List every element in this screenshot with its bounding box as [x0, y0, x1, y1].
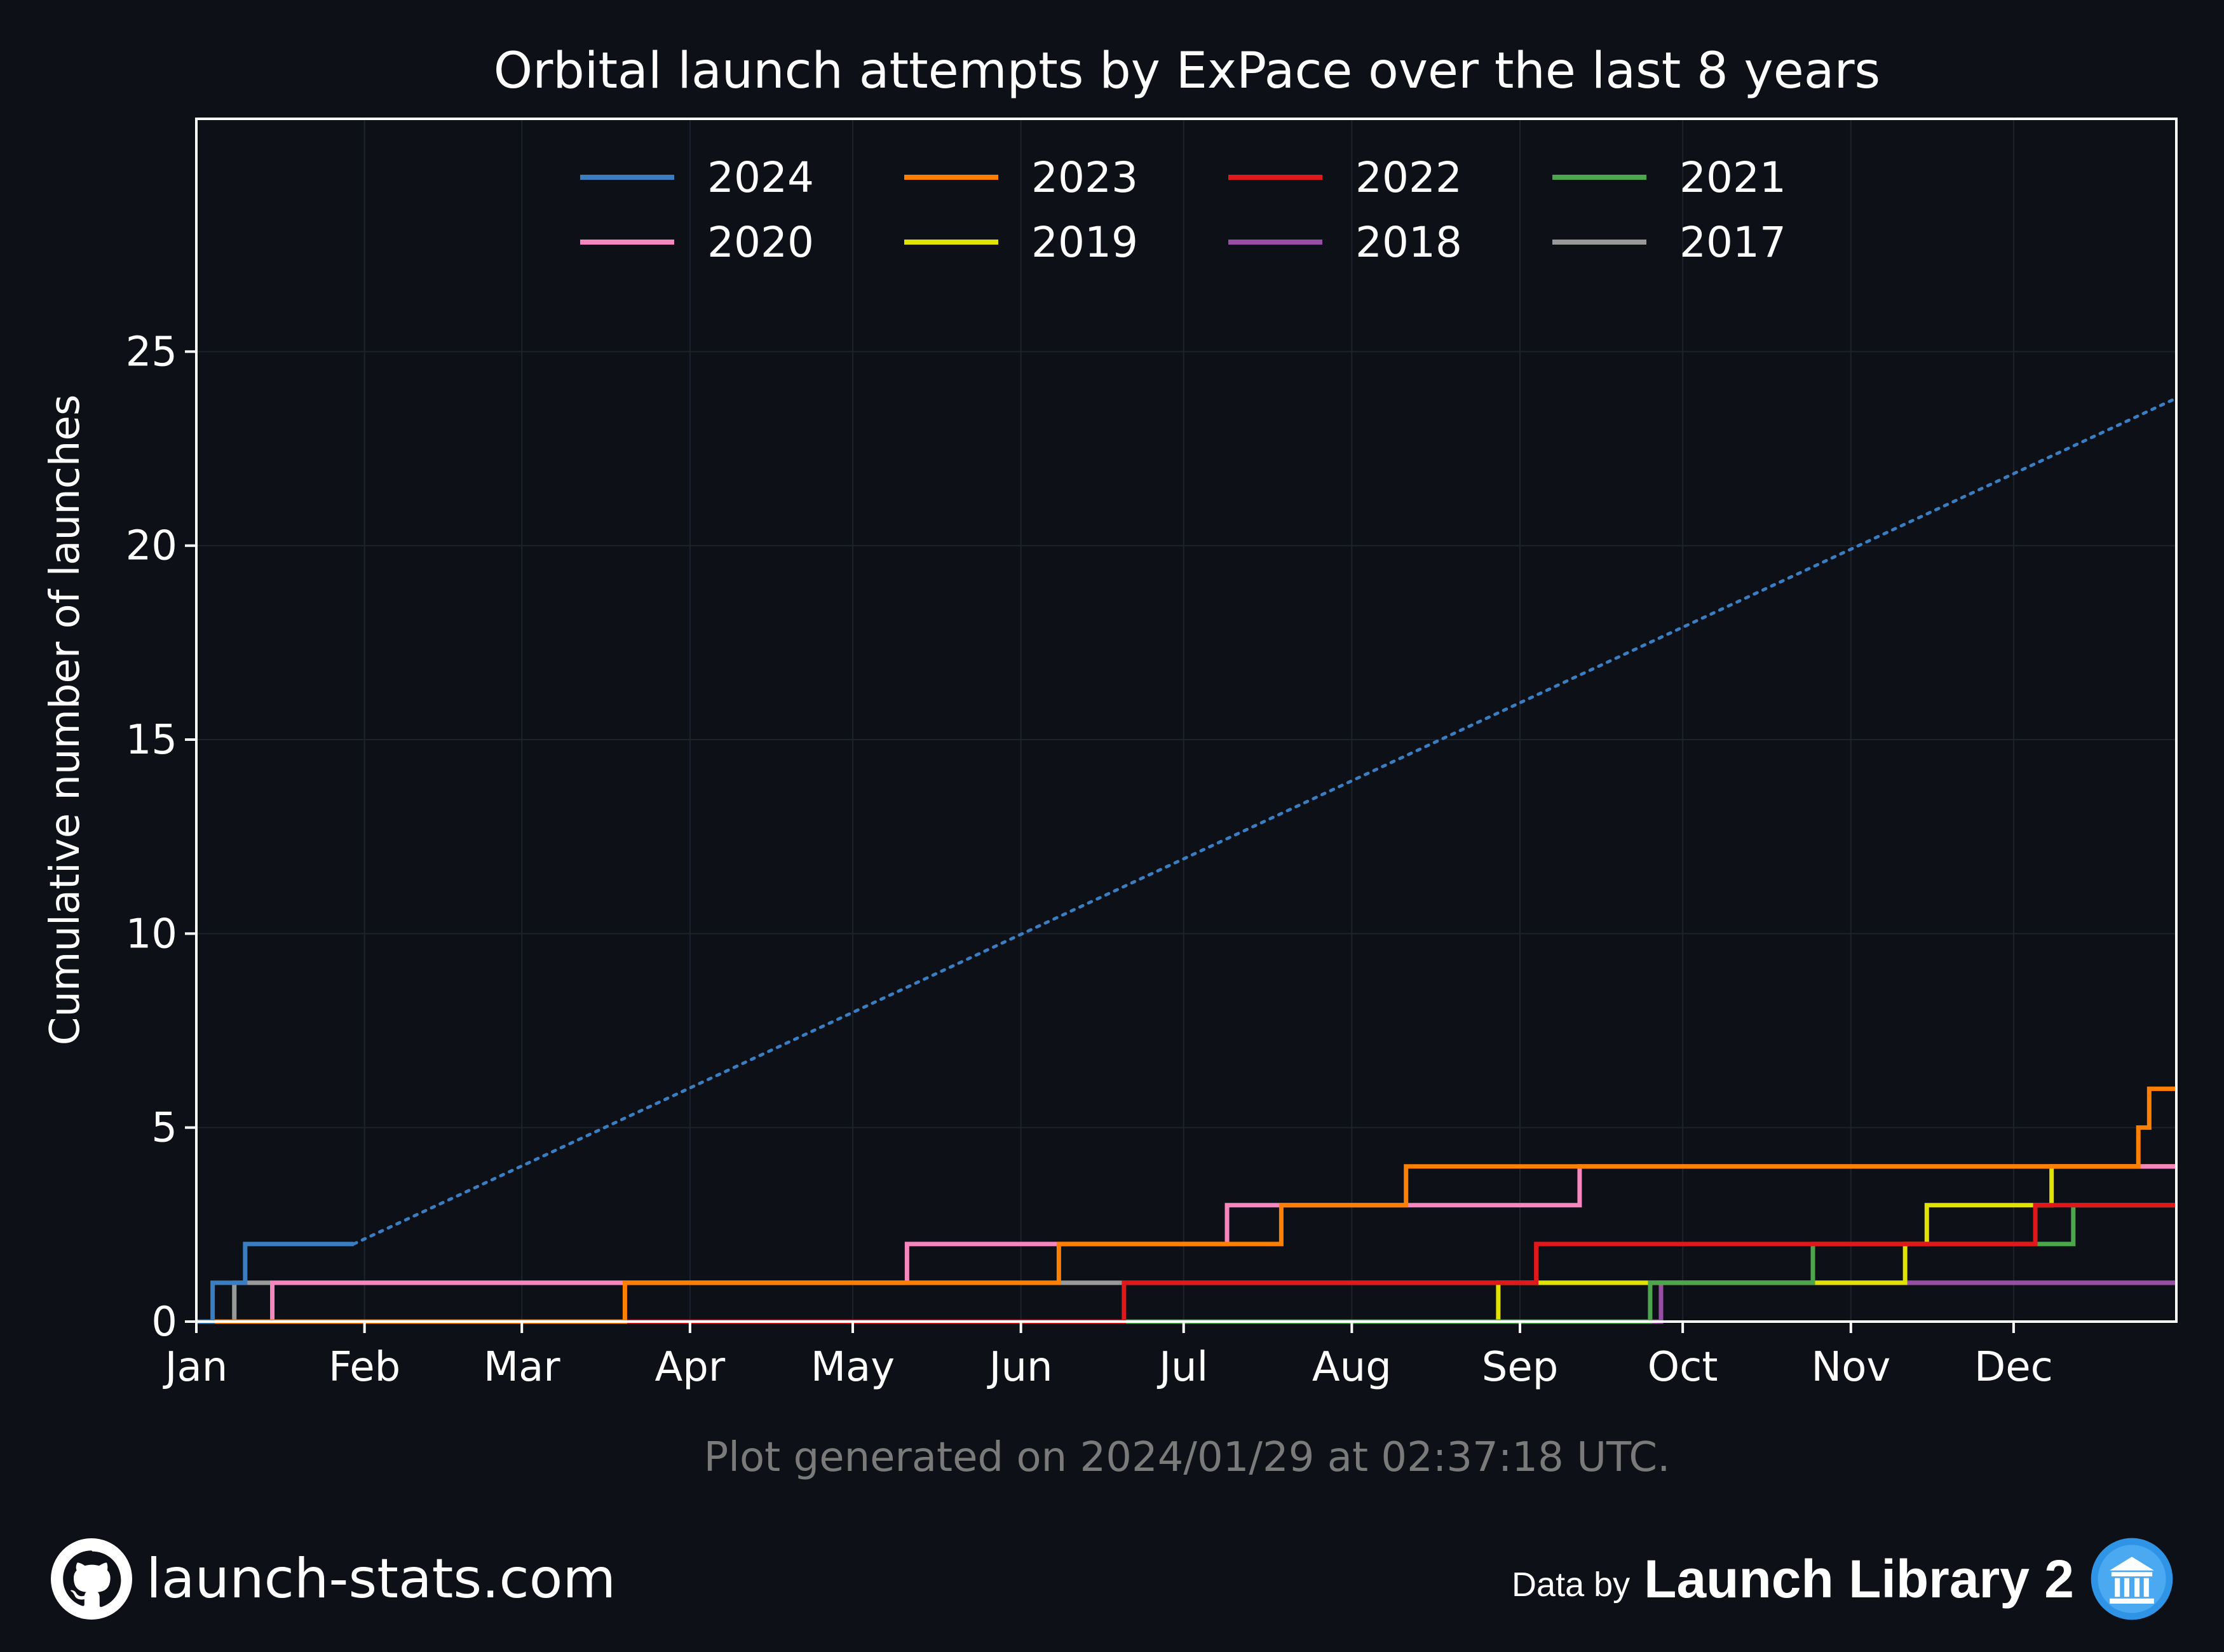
site-link[interactable]: launch-stats.com: [146, 1547, 616, 1611]
series-line-2022: [196, 1203, 2176, 1324]
legend-label-2019: 2019: [1031, 218, 1138, 267]
series-line-2018: [196, 1280, 2176, 1324]
footer-source: Data by Launch Library 2: [1512, 1531, 2174, 1627]
y-tick-label: 5: [151, 1105, 177, 1152]
github-icon[interactable]: [51, 1538, 132, 1620]
y-tick-label: 20: [126, 523, 177, 570]
series-line-2017: [196, 1280, 2176, 1324]
x-tick-label: Jun: [987, 1344, 1053, 1391]
projection-line-2024: [352, 396, 2178, 1246]
series-line-2023: [196, 1087, 2176, 1324]
x-tick-label: Feb: [329, 1344, 400, 1391]
legend-label-2020: 2020: [707, 218, 814, 267]
legend-label-2022: 2022: [1355, 153, 1462, 202]
x-tick-label: Jan: [163, 1344, 228, 1391]
series-line-2021: [196, 1203, 2176, 1324]
x-tick-label: Dec: [1974, 1344, 2053, 1391]
x-tick-label: Jul: [1156, 1344, 1208, 1391]
y-axis-label: Cumulative number of launches: [42, 395, 89, 1045]
legend-label-2017: 2017: [1679, 218, 1786, 267]
x-tick-label: Mar: [484, 1344, 560, 1391]
y-tick-label: 15: [126, 717, 177, 764]
launch-library-icon[interactable]: [2089, 1536, 2174, 1622]
y-tick-label: 25: [126, 328, 177, 376]
y-tick-label: 10: [126, 911, 177, 958]
x-tick-label: Nov: [1811, 1344, 1890, 1391]
legend-label-2023: 2023: [1031, 153, 1138, 202]
grid: [196, 119, 2176, 1322]
chart-title: Orbital launch attempts by ExPace over t…: [494, 43, 1880, 100]
x-tick-label: Sep: [1482, 1344, 1559, 1391]
x-tick-label: Apr: [655, 1344, 726, 1391]
x-tick-label: Oct: [1648, 1344, 1718, 1391]
x-tick-label: Aug: [1312, 1344, 1392, 1391]
legend-label-2024: 2024: [707, 153, 814, 202]
y-tick-label: 0: [151, 1299, 177, 1346]
series-lines: [196, 396, 2178, 1324]
legend-label-2021: 2021: [1679, 153, 1786, 202]
data-by-label: Data by: [1512, 1566, 1631, 1604]
x-tick-label: May: [811, 1344, 895, 1391]
footer-site: launch-stats.com: [51, 1531, 616, 1627]
plot-frame: [195, 118, 2178, 1323]
generated-note: Plot generated on 2024/01/29 at 02:37:18…: [704, 1434, 1671, 1481]
legend: 2024 2023 2022 2021 2020 2019 2018 2017: [580, 153, 1786, 267]
legend-label-2018: 2018: [1355, 218, 1462, 267]
source-name[interactable]: Launch Library 2: [1644, 1548, 2074, 1609]
axes: Jan Feb Mar Apr May Jun Jul Aug Sep Oct Nov Dec 0 5 10…: [126, 328, 2053, 1391]
